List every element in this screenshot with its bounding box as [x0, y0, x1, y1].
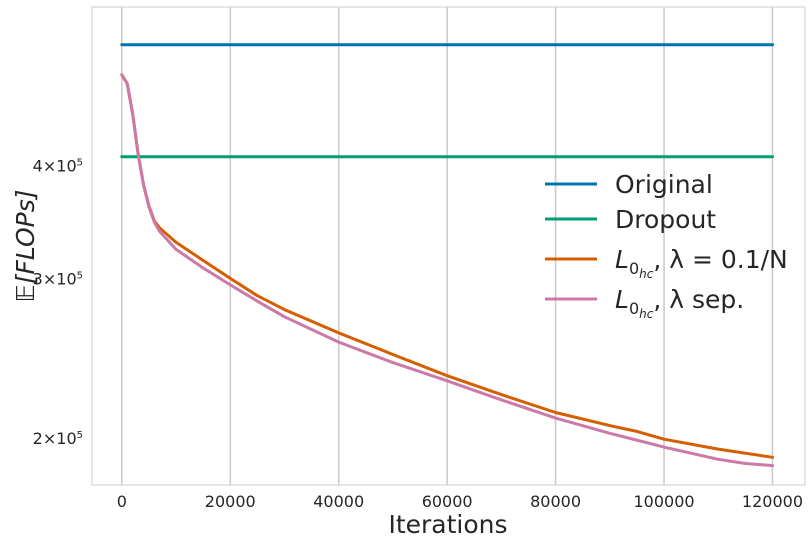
x-tick-label-6: 120000 [742, 492, 803, 511]
x-tick-label-5: 100000 [633, 492, 694, 511]
x-tick-label-1: 20000 [205, 492, 256, 511]
x-axis-label: Iterations [388, 510, 507, 539]
y-tick-labels: 2×105 3×105 4×105 [33, 156, 83, 448]
y-tick-label-0: 2×105 [33, 429, 83, 448]
x-tick-label-0: 0 [117, 492, 127, 511]
legend-label-0: Original [615, 170, 713, 199]
series-lines [120, 43, 774, 468]
y-axis-label: 𝔼[FLOPs] [11, 189, 40, 302]
legend-label-3: L0hc, λ sep. [615, 285, 744, 321]
y-tick-label-2: 4×105 [33, 156, 83, 175]
x-tick-label-2: 40000 [313, 492, 364, 511]
plot-area [91, 6, 806, 486]
x-tick-labels: 0 20000 40000 60000 80000 100000 120000 [117, 492, 803, 511]
legend-label-2: L0hc, λ = 0.1/N [615, 245, 788, 281]
x-tick-label-4: 80000 [530, 492, 581, 511]
y-tick-label-1: 3×105 [33, 270, 83, 289]
grid [121, 7, 774, 485]
legend-label-1: Dropout [615, 205, 716, 234]
legend: Original Dropout L0hc, λ = 0.1/N L0hc, λ se… [545, 170, 788, 321]
series-line-3 [120, 73, 774, 468]
x-tick-label-3: 60000 [422, 492, 473, 511]
